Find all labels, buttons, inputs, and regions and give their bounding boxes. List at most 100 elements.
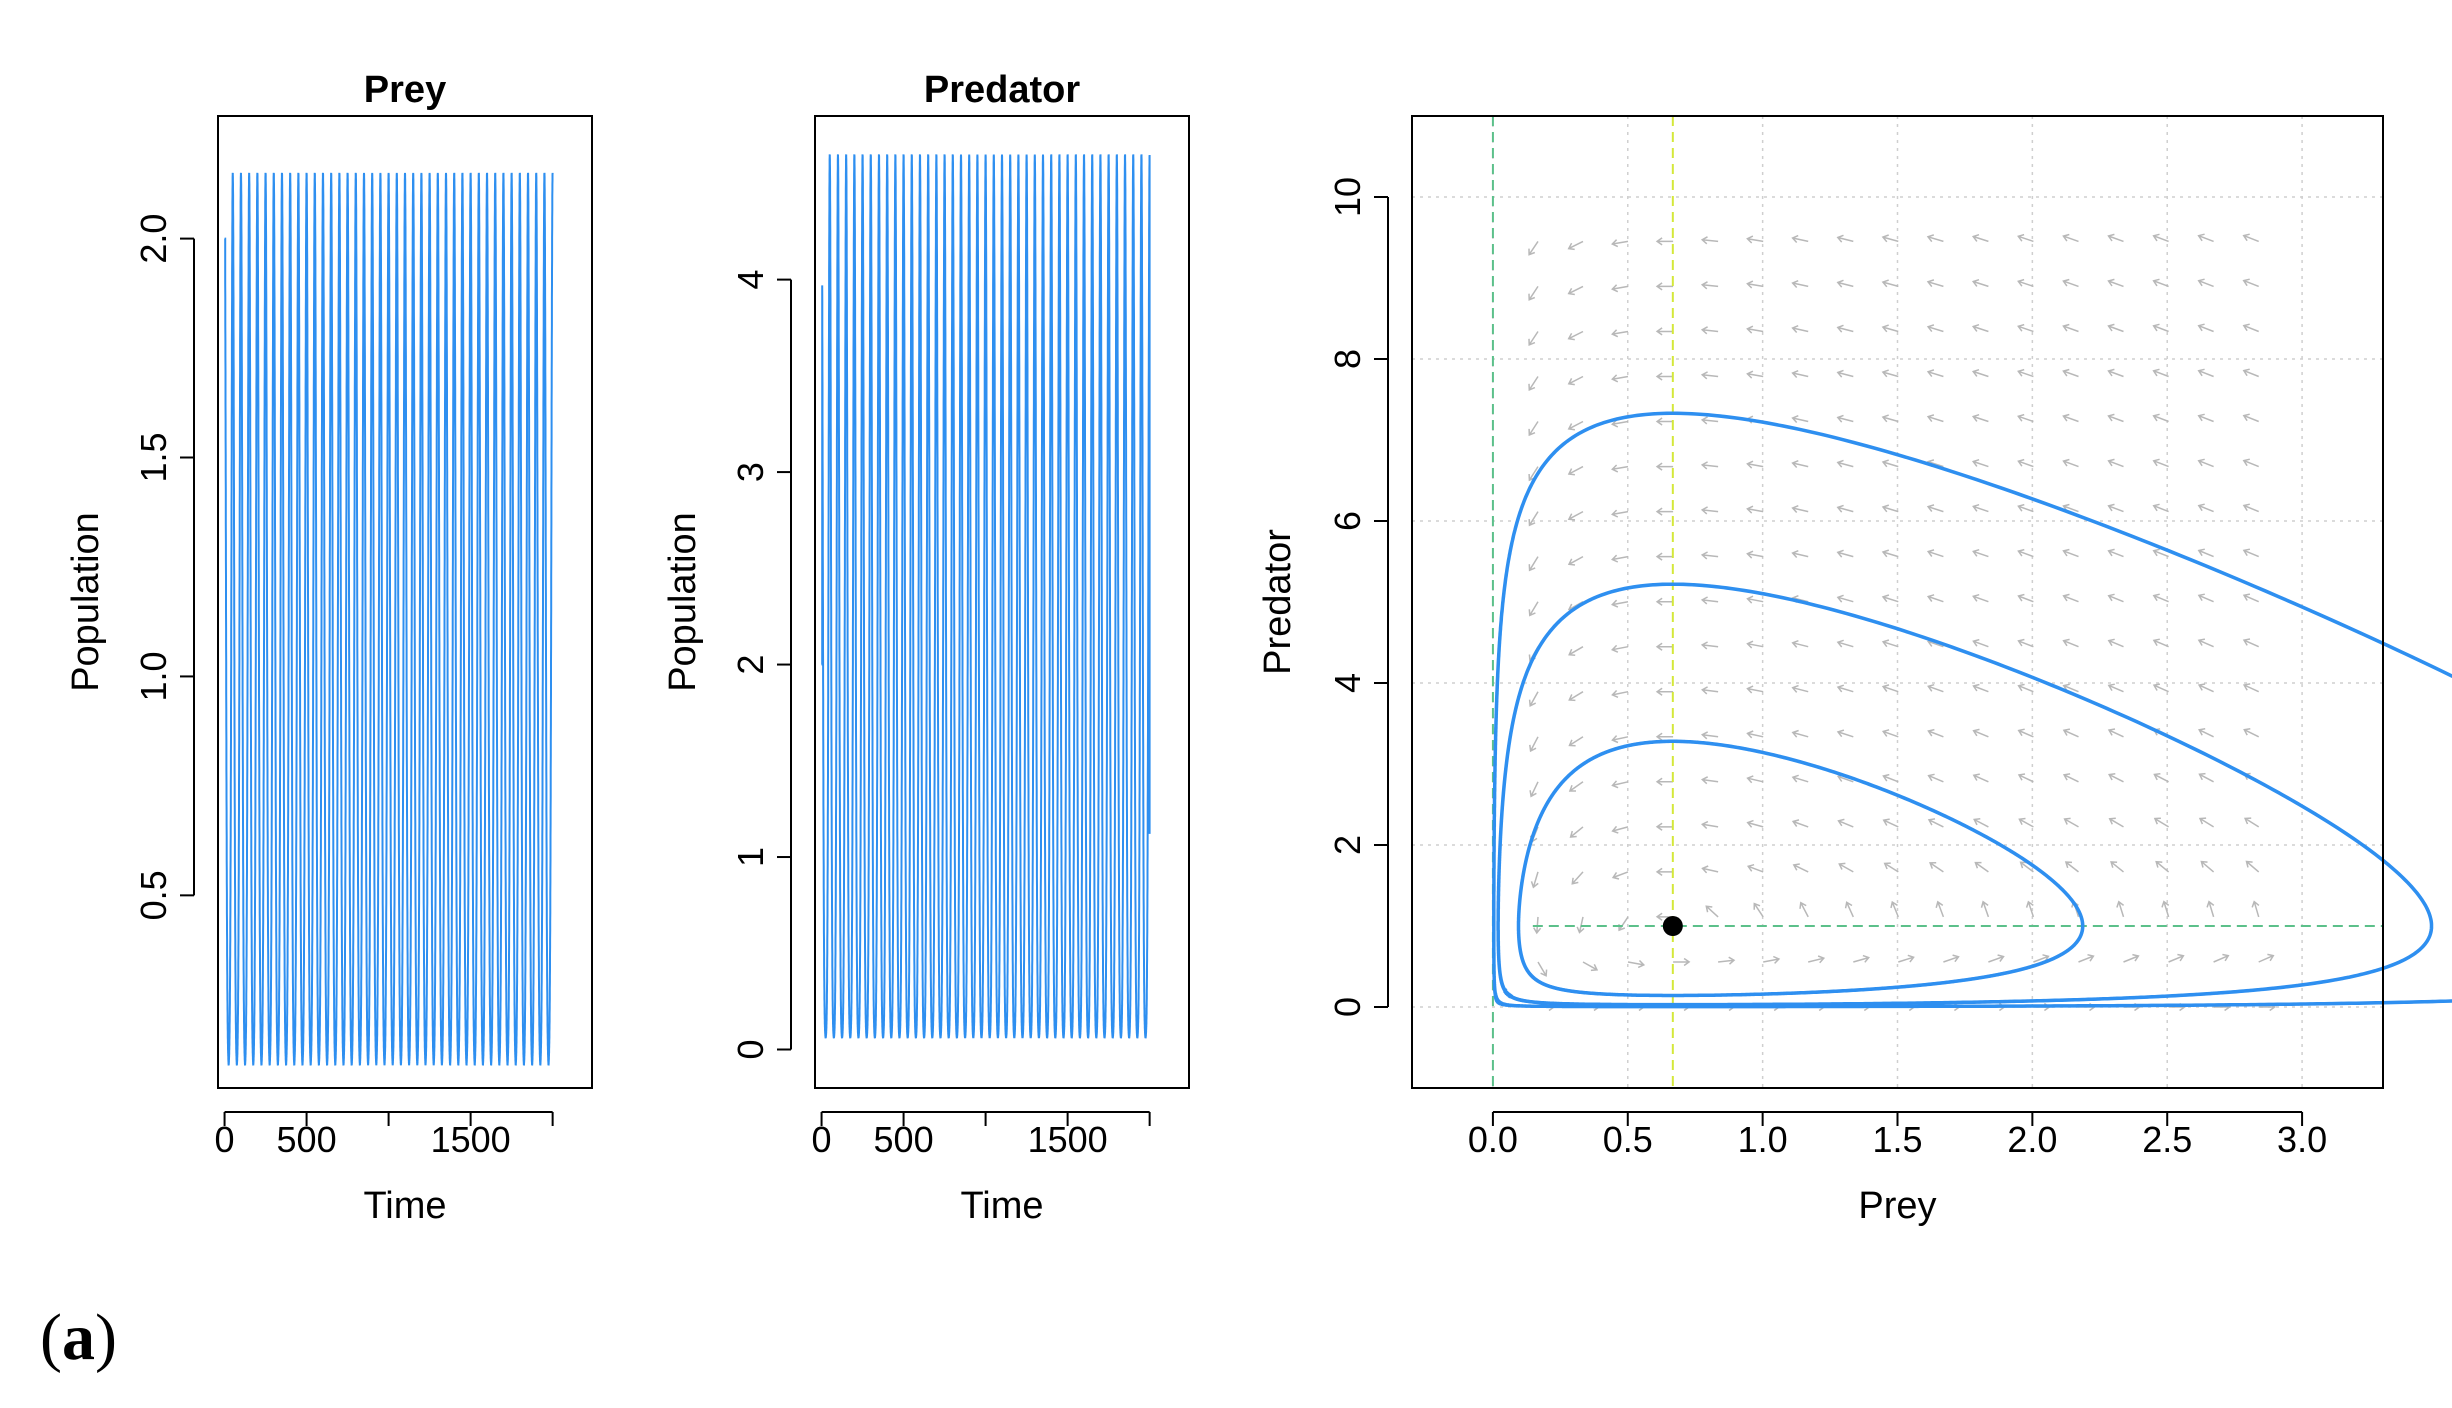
- phase-chart-vector-arrow: [1700, 281, 1719, 290]
- phase-chart-vector-arrow: [1611, 284, 1629, 293]
- phase-chart-vector-arrow: [1988, 954, 2005, 963]
- phase-chart-vector-arrow: [2197, 458, 2214, 468]
- phase-chart-vector-arrow: [2062, 458, 2079, 468]
- prey-chart-axes: 0 500 1500 0.5 1.0 1.5 2.0 Prey Time Population: [65, 69, 593, 1227]
- phase-chart-vector-arrow: [1700, 641, 1719, 650]
- phase-chart-vector-arrow: [2152, 368, 2169, 378]
- phase-chart-vector-arrow: [1972, 548, 1989, 558]
- phase-chart-vector-arrow: [1791, 415, 1809, 424]
- phase-chart-vector-arrow: [1746, 730, 1764, 739]
- phase-chart-vector-arrow: [1611, 735, 1629, 744]
- phase-chart-vector-arrow: [1655, 507, 1674, 516]
- phase-chart-vector-arrow: [1568, 691, 1584, 702]
- phase-chart-vector-arrow: [1808, 955, 1826, 964]
- phase-chart-vector-arrow: [2078, 953, 2095, 963]
- phase-chart-vector-arrow: [2017, 773, 2034, 783]
- phase-chart-orbit-inner: [1516, 739, 2085, 998]
- phase-chart-vector-arrow: [1611, 780, 1629, 789]
- phase-chart-vector-arrow: [2242, 233, 2259, 243]
- phase-chart-vector-arrow: [1881, 729, 1899, 738]
- phase-chart-vector-arrow: [2242, 458, 2259, 468]
- phase-chart-vector-arrow: [1655, 642, 1674, 651]
- phase-chart-vector-arrow: [1567, 330, 1584, 341]
- phase-chart-vector-arrow: [2152, 278, 2169, 288]
- phase-chart-vector-arrow: [1529, 736, 1539, 753]
- phase-chart-vector-arrow: [2107, 593, 2124, 603]
- phase-chart-vector-arrow: [2198, 817, 2214, 828]
- phase-chart-vector-arrow: [1836, 549, 1854, 558]
- phase-chart-vector-arrow: [2152, 458, 2169, 468]
- phase-chart-vector-arrow: [1528, 691, 1539, 707]
- phase-chart-vector-arrow: [1883, 862, 1899, 873]
- phase-chart-vector-arrow: [1972, 683, 1989, 693]
- phase-chart-x-tick-label: 2.0: [2007, 1119, 2057, 1160]
- panel-label-letter: a: [61, 1301, 95, 1374]
- phase-chart-vector-arrow: [2062, 638, 2079, 648]
- predator-chart-x-tick-label: 500: [874, 1119, 934, 1160]
- phase-chart-vector-arrow: [1791, 370, 1809, 379]
- phase-chart-vector-arrow: [1611, 825, 1629, 834]
- phase-chart-vector-arrow: [1700, 236, 1719, 245]
- predator-chart-y-tick-label: 0: [730, 1039, 771, 1059]
- phase-chart-vector-arrow: [1705, 905, 1719, 918]
- phase-chart-vector-arrow: [2197, 413, 2214, 423]
- phase-chart-vector-arrow: [1746, 460, 1764, 469]
- phase-chart-vector-arrow: [1973, 817, 1989, 828]
- phase-chart-vector-arrow: [1528, 421, 1539, 437]
- phase-chart-vector-arrow: [1701, 865, 1719, 874]
- phase-chart-vector-arrow: [1746, 280, 1764, 289]
- phase-chart-y-tick-label: 4: [1327, 673, 1368, 693]
- phase-chart-vector-arrow: [1853, 954, 1870, 963]
- phase-chart-vector-arrow: [2025, 900, 2035, 918]
- phase-chart-vector-arrow: [1611, 239, 1629, 248]
- phase-chart-vector-arrow: [1611, 419, 1629, 428]
- phase-chart-vector-arrow: [2152, 503, 2169, 513]
- phase-chart-vector-arrow: [1929, 862, 1944, 873]
- phase-chart-vector-arrow: [1746, 819, 1764, 828]
- predator-chart-y-tick-label: 3: [730, 462, 771, 482]
- phase-chart-vector-arrow: [2107, 323, 2124, 333]
- phase-chart-vector-arrow: [1569, 826, 1584, 838]
- phase-chart-vector-arrow: [1926, 234, 1944, 243]
- phase-chart-vector-arrow: [2152, 548, 2169, 558]
- phase-chart-vector-arrow: [1746, 235, 1764, 244]
- predator-chart-x-tick-label: 1500: [1028, 1119, 1108, 1160]
- phase-chart-vector-arrow: [1611, 374, 1629, 383]
- phase-chart-vector-arrow: [1611, 599, 1629, 608]
- phase-chart-vector-arrow: [2200, 860, 2215, 873]
- prey-chart-title: Prey: [364, 69, 446, 111]
- phase-chart-y-tick-label: 10: [1327, 177, 1368, 217]
- phase-chart-vector-arrow: [1881, 594, 1899, 603]
- phase-chart-vector-arrow: [2062, 593, 2079, 603]
- phase-chart-vector-arrow: [1655, 372, 1674, 381]
- phase-chart-vector-arrow: [1972, 773, 1989, 783]
- phase-chart-vector-field: [1528, 233, 2277, 1012]
- predator-chart-axes: 0 500 1500 0 1 2 3 4 Predator Time Population: [662, 69, 1190, 1227]
- phase-chart-vector-arrow: [2107, 413, 2124, 423]
- phase-chart-vector-arrow: [1844, 901, 1854, 918]
- phase-chart-vector-arrow: [1926, 324, 1944, 333]
- phase-chart-vector-arrow: [1836, 414, 1854, 423]
- phase-chart-vector-arrow: [1836, 594, 1854, 603]
- phase-chart-vector-arrow: [1718, 956, 1736, 965]
- phase-chart-vector-arrow: [1746, 775, 1764, 784]
- phase-chart-vector-arrow: [1567, 240, 1584, 251]
- phase-chart-vector-arrow: [2242, 683, 2260, 693]
- phase-chart-vector-arrow: [2063, 817, 2079, 828]
- prey-chart-y-tick-label: 0.5: [133, 870, 174, 920]
- phase-chart-vector-arrow: [1700, 820, 1719, 830]
- phase-chart-vector-arrow: [2123, 953, 2140, 963]
- phase-chart-vector-arrow: [1836, 504, 1854, 513]
- phase-chart-vector-arrow: [2197, 233, 2214, 243]
- phase-chart-vector-arrow: [2243, 817, 2260, 828]
- phase-chart-vector-arrow: [1926, 369, 1944, 378]
- phase-chart-vector-arrow: [1791, 729, 1809, 738]
- phase-chart-vector-arrow: [2017, 593, 2034, 603]
- phase-chart-vector-arrow: [1568, 646, 1584, 657]
- phase-chart-vector-arrow: [1746, 325, 1764, 334]
- phase-chart-vector-arrow: [2152, 413, 2169, 423]
- phase-chart-vector-arrow: [1836, 324, 1854, 333]
- prey-chart-x-tick-label: 500: [277, 1119, 337, 1160]
- phase-chart-x-tick-label: 1.5: [1872, 1119, 1922, 1160]
